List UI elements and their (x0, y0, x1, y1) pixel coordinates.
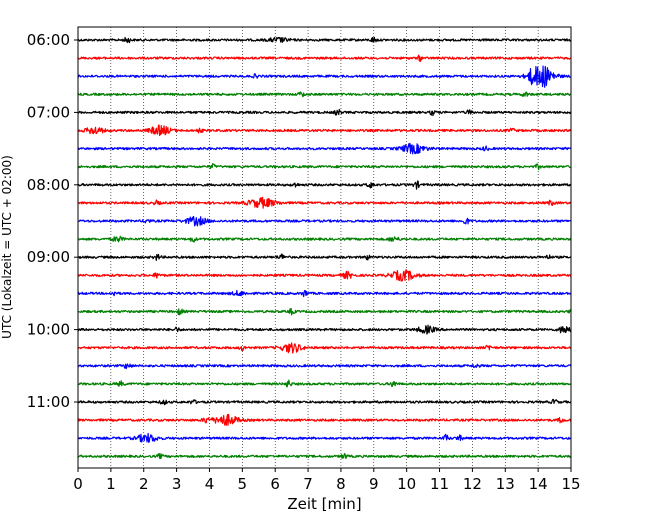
y-axis-label: UTC (Lokalzeit = UTC + 02:00) (0, 155, 14, 339)
x-tick-label: 15 (561, 475, 580, 493)
x-tick-label: 6 (270, 475, 280, 493)
trace-1015 (77, 342, 572, 354)
y-tick-label: 06:00 (27, 31, 70, 49)
y-tick-label: 07:00 (27, 103, 70, 121)
y-tick-label: 09:00 (27, 248, 70, 266)
trace-1100 (77, 398, 572, 406)
x-tick-label: 2 (139, 475, 149, 493)
trace-0945 (77, 307, 572, 316)
trace-1145 (77, 452, 572, 460)
x-tick-label: 10 (397, 475, 416, 493)
trace-0915 (77, 269, 572, 282)
trace-1130 (77, 432, 572, 443)
x-axis-ticks: 0 1 2 3 4 5 6 7 8 9 10 11 12 13 14 15 (73, 468, 581, 493)
y-tick-label: 10:00 (27, 321, 70, 339)
trace-0745 (77, 163, 572, 171)
x-tick-label: 14 (529, 475, 548, 493)
x-tick-label: 9 (369, 475, 379, 493)
x-tick-label: 0 (73, 475, 83, 493)
trace-0700 (77, 108, 572, 117)
y-axis-ticks: 06:00 07:00 08:00 09:00 10:00 11:00 (27, 31, 78, 411)
y-tick-label: 08:00 (27, 176, 70, 194)
x-axis-label: Zeit [min] (287, 495, 361, 513)
plot-frame (77, 26, 572, 469)
trace-0715 (77, 124, 572, 137)
trace-0900 (77, 253, 572, 261)
x-tick-label: 3 (172, 475, 182, 493)
x-tick-label: 7 (303, 475, 313, 493)
trace-1030 (77, 363, 572, 370)
x-tick-label: 4 (205, 475, 215, 493)
x-tick-label: 8 (336, 475, 346, 493)
y-tick-label: 11:00 (27, 393, 70, 411)
trace-1115 (77, 413, 572, 426)
trace-0845 (77, 235, 572, 243)
trace-1000 (77, 324, 572, 335)
trace-0930 (77, 289, 572, 298)
trace-0830 (77, 215, 572, 227)
trace-0800 (77, 180, 572, 190)
trace-0815 (77, 196, 572, 209)
trace-series (77, 36, 572, 460)
x-tick-label: 13 (496, 475, 515, 493)
trace-0645 (77, 91, 572, 98)
trace-0730 (77, 142, 572, 155)
trace-1045 (77, 379, 572, 388)
x-tick-label: 1 (106, 475, 116, 493)
x-tick-label: 11 (430, 475, 449, 493)
x-tick-label: 5 (238, 475, 248, 493)
trace-0600 (77, 36, 572, 44)
trace-0630 (77, 65, 572, 88)
x-tick-label: 12 (463, 475, 482, 493)
trace-0615 (77, 54, 572, 62)
